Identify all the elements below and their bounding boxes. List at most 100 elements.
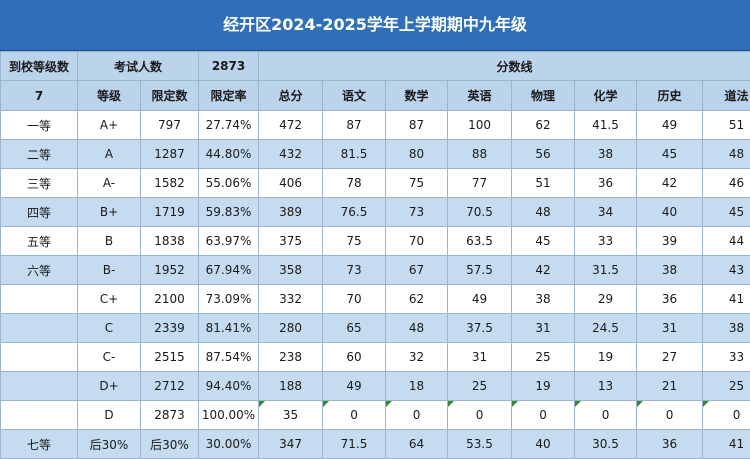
table-cell[interactable]: 后30% (78, 430, 141, 459)
table-cell[interactable]: 40 (512, 430, 575, 459)
table-cell[interactable]: 18 (386, 372, 448, 401)
table-cell[interactable]: 30.00% (199, 430, 259, 459)
table-cell[interactable]: 13 (575, 372, 637, 401)
table-cell[interactable]: 62 (386, 285, 448, 314)
table-cell[interactable]: 二等 (1, 140, 78, 169)
table-cell[interactable]: 41.5 (575, 111, 637, 140)
table-cell[interactable]: 27.74% (199, 111, 259, 140)
table-cell[interactable]: 39 (637, 227, 703, 256)
table-cell[interactable]: 71.5 (323, 430, 386, 459)
table-cell[interactable]: 七等 (1, 430, 78, 459)
header-cell[interactable]: 到校等级数 (1, 52, 78, 81)
table-cell[interactable]: 33 (703, 343, 750, 372)
table-cell[interactable]: 三等 (1, 169, 78, 198)
table-cell[interactable]: 36 (575, 169, 637, 198)
table-cell[interactable]: 67.94% (199, 256, 259, 285)
table-cell[interactable]: 1719 (141, 198, 199, 227)
table-cell[interactable]: 25 (703, 372, 750, 401)
table-cell[interactable]: C- (78, 343, 141, 372)
table-cell[interactable]: 29 (575, 285, 637, 314)
table-cell[interactable]: 88 (448, 140, 512, 169)
table-cell[interactable]: 280 (259, 314, 323, 343)
table-cell[interactable] (1, 343, 78, 372)
table-cell[interactable]: A (78, 140, 141, 169)
table-cell[interactable]: 42 (512, 256, 575, 285)
table-cell[interactable]: 49 (323, 372, 386, 401)
table-cell[interactable]: 38 (575, 140, 637, 169)
table-cell[interactable]: 31 (512, 314, 575, 343)
table-cell[interactable]: 27 (637, 343, 703, 372)
table-cell[interactable]: B- (78, 256, 141, 285)
table-cell[interactable]: 46 (703, 169, 750, 198)
table-cell[interactable]: 62 (512, 111, 575, 140)
header-cell[interactable]: 分数线 (259, 52, 750, 81)
table-cell[interactable]: 36 (637, 430, 703, 459)
table-cell[interactable]: 48 (512, 198, 575, 227)
table-cell[interactable]: 78 (323, 169, 386, 198)
table-cell[interactable]: 70 (323, 285, 386, 314)
header-cell[interactable]: 历史 (637, 81, 703, 111)
table-cell[interactable]: 76.5 (323, 198, 386, 227)
table-cell[interactable]: C (78, 314, 141, 343)
table-cell[interactable]: 43 (703, 256, 750, 285)
table-cell[interactable] (1, 401, 78, 430)
table-cell[interactable]: 63.5 (448, 227, 512, 256)
table-cell[interactable]: 38 (512, 285, 575, 314)
table-cell[interactable]: 73 (323, 256, 386, 285)
table-cell[interactable]: 49 (448, 285, 512, 314)
header-cell[interactable]: 7 (1, 81, 78, 111)
table-cell[interactable]: 87 (386, 111, 448, 140)
header-cell[interactable]: 考试人数 (78, 52, 199, 81)
table-cell[interactable]: 51 (703, 111, 750, 140)
table-cell[interactable]: 0 (386, 401, 448, 430)
header-cell[interactable]: 化学 (575, 81, 637, 111)
table-cell[interactable]: 1287 (141, 140, 199, 169)
table-cell[interactable]: 238 (259, 343, 323, 372)
table-cell[interactable]: 1838 (141, 227, 199, 256)
table-cell[interactable]: 75 (386, 169, 448, 198)
table-cell[interactable]: A+ (78, 111, 141, 140)
table-cell[interactable]: 49 (637, 111, 703, 140)
header-cell[interactable]: 限定数 (141, 81, 199, 111)
table-cell[interactable]: 36 (637, 285, 703, 314)
table-cell[interactable]: 63.97% (199, 227, 259, 256)
table-cell[interactable]: 45 (703, 198, 750, 227)
table-cell[interactable]: 64 (386, 430, 448, 459)
table-cell[interactable]: 后30% (141, 430, 199, 459)
header-cell[interactable]: 数学 (386, 81, 448, 111)
table-cell[interactable]: 0 (703, 401, 750, 430)
header-cell[interactable]: 总分 (259, 81, 323, 111)
table-cell[interactable]: 33 (575, 227, 637, 256)
table-cell[interactable]: 31.5 (575, 256, 637, 285)
table-cell[interactable]: 2100 (141, 285, 199, 314)
table-cell[interactable]: 48 (703, 140, 750, 169)
table-cell[interactable]: 40 (637, 198, 703, 227)
header-cell[interactable]: 等级 (78, 81, 141, 111)
table-cell[interactable]: 44.80% (199, 140, 259, 169)
table-cell[interactable]: 81.41% (199, 314, 259, 343)
table-cell[interactable]: 一等 (1, 111, 78, 140)
table-cell[interactable]: 53.5 (448, 430, 512, 459)
table-cell[interactable]: 472 (259, 111, 323, 140)
table-cell[interactable]: 45 (512, 227, 575, 256)
table-cell[interactable]: C+ (78, 285, 141, 314)
table-cell[interactable]: 25 (512, 343, 575, 372)
table-cell[interactable]: B (78, 227, 141, 256)
table-cell[interactable]: 48 (386, 314, 448, 343)
table-cell[interactable]: 67 (386, 256, 448, 285)
header-cell[interactable]: 道法 (703, 81, 750, 111)
table-cell[interactable]: 35 (259, 401, 323, 430)
table-cell[interactable]: D (78, 401, 141, 430)
header-cell[interactable]: 2873 (199, 52, 259, 81)
table-cell[interactable]: 五等 (1, 227, 78, 256)
table-cell[interactable]: 56 (512, 140, 575, 169)
header-cell[interactable]: 限定率 (199, 81, 259, 111)
table-cell[interactable]: 2873 (141, 401, 199, 430)
header-cell[interactable]: 英语 (448, 81, 512, 111)
table-cell[interactable]: 51 (512, 169, 575, 198)
table-cell[interactable]: 87.54% (199, 343, 259, 372)
table-cell[interactable]: 432 (259, 140, 323, 169)
table-cell[interactable]: 100 (448, 111, 512, 140)
table-cell[interactable]: 0 (512, 401, 575, 430)
table-cell[interactable]: 73.09% (199, 285, 259, 314)
